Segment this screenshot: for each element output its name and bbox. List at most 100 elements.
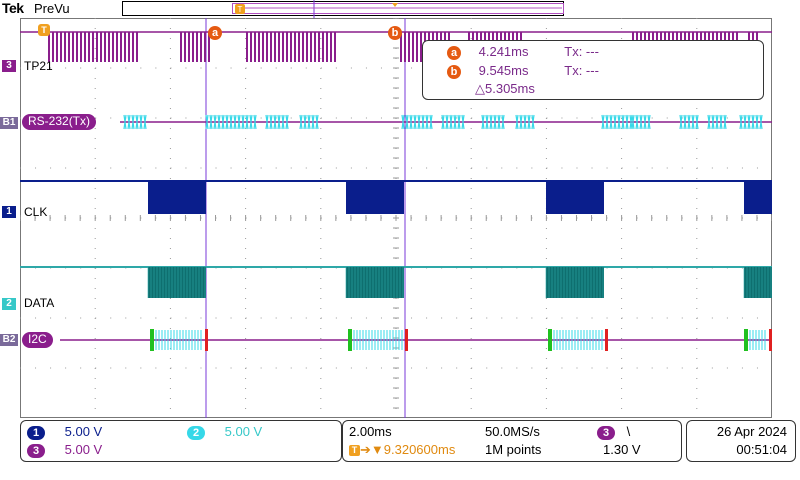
ch3-pulse [416,32,418,62]
ch3-pulse [200,32,202,62]
ch3-pulse [326,32,328,62]
rs232-symbol [245,114,249,130]
ch3-pulse [100,32,102,62]
ch1-name-label: CLK [24,205,48,219]
rs232-symbol [241,114,245,130]
ch3-pulse [112,32,114,62]
ch3-pulse [72,32,74,62]
rs232-symbol [497,114,501,130]
ch1-ground-marker[interactable]: 1 [2,206,16,218]
ch3-pulse [322,32,324,62]
trigger-pos-value: ▼9.320600ms [370,442,456,457]
channel-scale-panel[interactable]: 1 5.00 V 2 5.00 V 3 5.00 V [20,420,342,462]
trig-source-chip: 3 [597,426,615,440]
ch3-pulse [76,32,78,62]
rs232-symbol [715,114,719,130]
rs232-symbol [683,114,687,130]
rs232-symbol [265,114,269,130]
ch3-pulse [270,32,272,62]
rs232-symbol [315,114,319,130]
ch3-pulse [298,32,300,62]
ch2-ground-marker[interactable]: 2 [2,298,16,310]
ch3-pulse [404,32,406,62]
cursor-b-handle[interactable]: b [388,23,402,41]
rs232-symbol [601,114,605,130]
ch3-pulse [408,32,410,62]
ch3-pulse [116,32,118,62]
rs232-symbol [233,114,237,130]
rs232-symbol [523,114,527,130]
datetime-panel: 26 Apr 2024 00:51:04 [686,420,796,462]
trigger-source: 3 \ [597,424,630,440]
rs232-symbol [421,114,425,130]
sample-rate: 50.0MS/s [485,424,540,439]
rs232-symbol [409,114,413,130]
rs232-symbol [687,114,691,130]
cursor-a-time: 4.241ms [478,44,529,59]
ch3-scale: 5.00 V [64,442,103,457]
ch3-pulse [124,32,126,62]
ch1-marker-label: 1 [6,206,12,217]
i2c-stop [605,329,608,351]
ch3-pulse [266,32,268,62]
brand-logo: Tek [2,0,24,16]
rs232-symbol [531,114,535,130]
record-view-window[interactable] [232,3,564,14]
rs232-symbol [617,114,621,130]
ch2-chip: 2 [187,426,205,440]
ch3-pulse [330,32,332,62]
readout-a-badge: a [447,46,461,60]
rs232-symbol [249,114,253,130]
ch3-pulse [306,32,308,62]
ch3-chip: 3 [27,444,45,458]
ch3-pulse [282,32,284,62]
rs232-symbol [237,114,241,130]
rs232-symbol [609,114,613,130]
rs232-symbol [629,114,633,130]
ch3-pulse [80,32,82,62]
ch3-pulse [60,32,62,62]
horizontal-trigger-panel[interactable]: 2.00ms 50.0MS/s T ➔▼9.320600ms 1M points … [342,420,682,462]
top-bar: Tek PreVu T [0,0,800,18]
rs232-symbol [519,114,523,130]
rs232-symbol [449,114,453,130]
ch3-pulse [180,32,182,62]
rs232-symbol [429,114,433,130]
ch3-ground-marker[interactable]: 3 [2,60,16,72]
rs232-symbol [303,114,307,130]
ch2-scale: 5.00 V [224,424,263,439]
ch3-pulse [294,32,296,62]
rs232-symbol [643,114,647,130]
rs232-symbol [707,114,711,130]
rs232-symbol [127,114,131,130]
ch3-pulse [250,32,252,62]
rs232-symbol [695,114,699,130]
b2-bus-marker[interactable]: B2 [0,334,18,346]
cursor-delta: △5.305ms [475,81,535,96]
rs232-symbol [307,114,311,130]
ch1-scale: 5.00 V [64,424,103,439]
i2c-start [548,329,552,351]
rs232-symbol [759,114,763,130]
rs232-symbol [417,114,421,130]
clk-burst [546,181,604,214]
cursor-a-handle[interactable]: a [208,23,222,41]
b1-bus-marker[interactable]: B1 [0,117,18,129]
readout-b-badge: b [447,65,461,79]
ch3-pulse [196,32,198,62]
rs232-symbol [135,114,139,130]
rs232-symbol [405,114,409,130]
data-burst [148,267,206,298]
ch2-marker-label: 2 [6,298,12,309]
acquisition-mode: PreVu [34,1,70,16]
ch3-pulse [132,32,134,62]
rs232-symbol [131,114,135,130]
ch3-pulse [302,32,304,62]
b1-marker-label: B1 [2,117,16,128]
ch2-name-label: DATA [24,296,55,310]
ch3-pulse [254,32,256,62]
rs232-symbol [139,114,143,130]
data-burst [546,267,604,298]
ch3-pulse [262,32,264,62]
ch3-pulse [246,32,248,62]
